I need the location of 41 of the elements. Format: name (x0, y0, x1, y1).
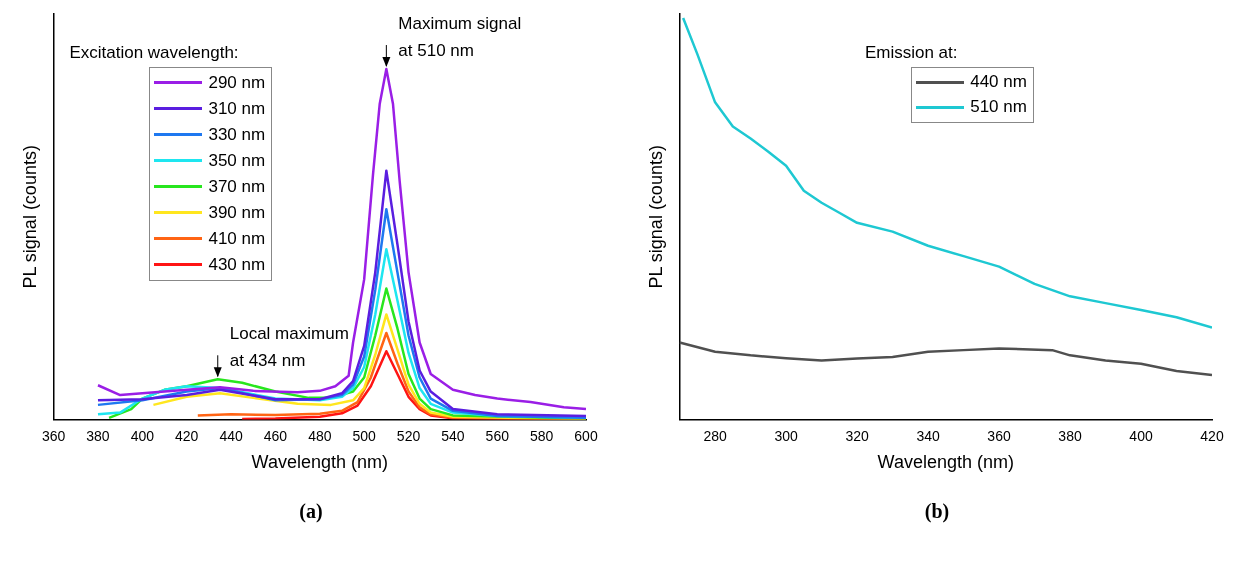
x-tick-label: 580 (529, 427, 554, 444)
x-tick-label: 560 (485, 427, 510, 444)
x-tick-label: 520 (396, 427, 421, 444)
x-tick-label: 400 (1129, 427, 1153, 444)
x-tick-label: 340 (916, 427, 940, 444)
text: (a) (298, 500, 324, 523)
legend-label: 350 nm (208, 150, 266, 171)
annotation: Maximum signal at 510 nm (398, 14, 522, 61)
text: (b) (923, 500, 951, 523)
legend-title: Excitation wavelength: (69, 42, 240, 63)
x-tick-label: 360 (987, 427, 1011, 444)
x-tick-label: 320 (845, 427, 869, 444)
legend-title: Emission at: (863, 42, 959, 63)
x-axis-title: Wavelength (nm) (251, 452, 388, 473)
x-tick-label: 500 (352, 427, 377, 444)
x-tick-label: 540 (441, 427, 465, 444)
y-axis-title: PL signal (counts) (645, 145, 666, 289)
legend-label: 510 nm (970, 97, 1027, 118)
x-tick-label: 360 (41, 427, 66, 444)
x-tick-label: 300 (774, 427, 798, 444)
x-tick-label: 600 (574, 427, 598, 444)
legend-label: 440 nm (970, 72, 1027, 93)
legend-label: 370 nm (208, 176, 266, 197)
legend-label: 290 nm (208, 72, 266, 93)
x-tick-label: 420 (1200, 427, 1224, 444)
x-tick-label: 420 (175, 427, 199, 444)
x-tick-label: 460 (263, 427, 288, 444)
x-axis-title: Wavelength (nm) (877, 452, 1014, 473)
annotation: Local maximum at 434 nm (229, 324, 349, 371)
x-tick-label: 480 (308, 427, 332, 444)
y-axis-title: PL signal (counts) (19, 145, 40, 289)
x-tick-label: 280 (703, 427, 727, 444)
legend-label: 310 nm (208, 98, 266, 119)
legend-label: 430 nm (208, 254, 266, 275)
x-tick-label: 440 (219, 427, 243, 444)
x-tick-label: 380 (86, 427, 110, 444)
legend-label: 410 nm (208, 228, 266, 249)
legend-label: 330 nm (208, 124, 266, 145)
x-tick-label: 400 (130, 427, 155, 444)
x-tick-label: 380 (1058, 427, 1082, 444)
legend-label: 390 nm (208, 202, 266, 223)
